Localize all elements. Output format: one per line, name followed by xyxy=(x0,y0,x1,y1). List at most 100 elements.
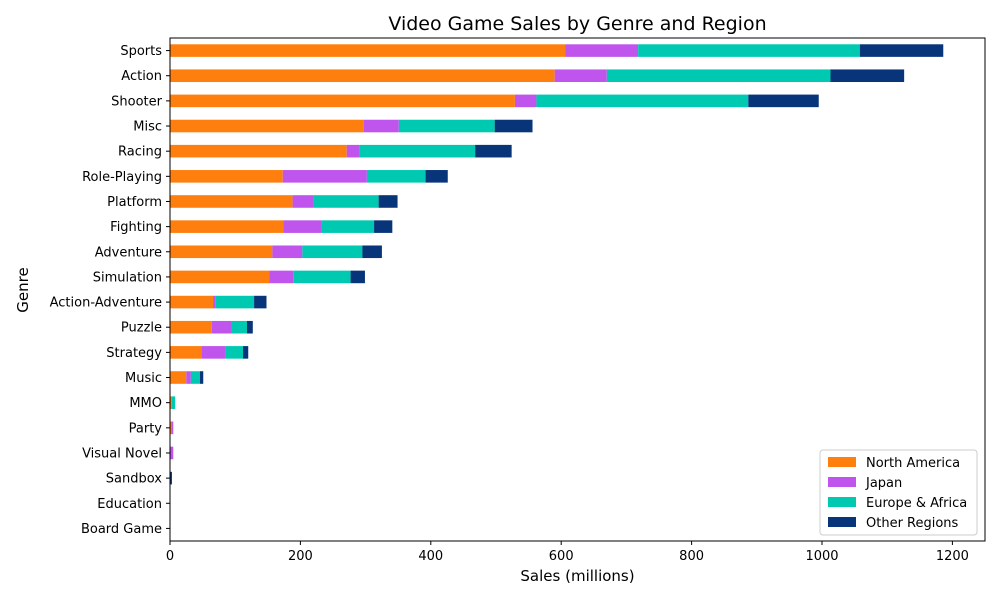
y-tick-label: Adventure xyxy=(95,245,162,260)
bar-racing-north-america xyxy=(170,144,347,158)
bar-simulation-europe-africa xyxy=(293,270,351,284)
y-tick-label: Action-Adventure xyxy=(50,296,162,311)
bar-role-playing-japan xyxy=(282,170,367,183)
x-tick-label: 400 xyxy=(418,549,443,564)
legend-swatch xyxy=(828,497,856,507)
bar-strategy-japan xyxy=(201,346,226,359)
bar-action-adventure-japan xyxy=(213,295,216,309)
y-tick-label: Visual Novel xyxy=(82,446,162,461)
bar-simulation-north-america xyxy=(170,270,270,284)
bar-action-other-regions xyxy=(830,69,905,83)
plot-area-frame xyxy=(169,37,986,542)
y-tick-label: Platform xyxy=(107,195,162,210)
legend-box xyxy=(819,449,978,536)
y-axis-ticks: Sports Action Shooter Misc Racing Role-Playin… xyxy=(50,44,170,537)
bar-shooter-europe-africa xyxy=(536,94,749,108)
bars-group xyxy=(170,44,944,485)
bar-strategy-other-regions xyxy=(243,346,249,359)
bar-puzzle-europe-africa xyxy=(231,320,247,334)
bar-platform-other-regions xyxy=(378,195,398,208)
bar-adventure-japan xyxy=(272,245,303,259)
bar-shooter-north-america xyxy=(170,94,515,108)
y-tick-label: Shooter xyxy=(111,94,162,109)
bar-simulation-japan xyxy=(269,270,294,284)
y-tick-label: Puzzle xyxy=(121,321,162,336)
x-tick-label: 600 xyxy=(549,549,574,564)
bar-role-playing-europe-africa xyxy=(366,170,426,183)
bar-misc-japan xyxy=(363,119,399,133)
y-tick-label: Action xyxy=(121,69,162,84)
y-tick-label: Role-Playing xyxy=(82,170,162,185)
legend-label: Japan xyxy=(865,476,902,491)
y-tick-label: Party xyxy=(129,421,163,436)
legend-label: North America xyxy=(866,456,960,471)
y-tick-label: Sports xyxy=(120,44,162,59)
x-tick-label: 800 xyxy=(679,549,704,564)
bar-fighting-other-regions xyxy=(374,220,393,233)
y-tick-label: Racing xyxy=(118,145,162,160)
bar-fighting-japan xyxy=(283,220,322,233)
bar-misc-other-regions xyxy=(494,119,533,133)
bar-action-adventure-north-america xyxy=(170,295,214,309)
bar-racing-europe-africa xyxy=(359,144,476,158)
bar-shooter-other-regions xyxy=(748,94,819,108)
bar-action-europe-africa xyxy=(606,69,831,83)
y-tick-label: Board Game xyxy=(81,522,162,537)
bar-sports-other-regions xyxy=(859,44,944,57)
x-tick-label: 1200 xyxy=(936,549,969,564)
legend-label: Europe & Africa xyxy=(866,496,967,511)
y-tick-label: Music xyxy=(125,371,162,386)
bar-shooter-japan xyxy=(514,94,537,108)
legend-swatch xyxy=(828,517,856,527)
bar-action-adventure-other-regions xyxy=(254,295,267,309)
y-tick-label: Education xyxy=(97,497,162,512)
bar-action-japan xyxy=(554,69,607,83)
bar-strategy-europe-africa xyxy=(225,346,244,359)
bar-strategy-north-america xyxy=(170,346,202,359)
bar-mmo-north-america xyxy=(170,396,172,409)
y-tick-label: Sandbox xyxy=(106,472,163,487)
y-tick-label: Simulation xyxy=(93,270,162,285)
bar-music-other-regions xyxy=(199,371,204,384)
y-tick-label: Fighting xyxy=(110,220,162,235)
y-tick-label: Strategy xyxy=(106,346,162,361)
bar-sports-europe-africa xyxy=(638,44,860,57)
bar-fighting-europe-africa xyxy=(321,220,375,233)
bar-role-playing-other-regions xyxy=(425,170,448,183)
bar-adventure-other-regions xyxy=(362,245,382,259)
bar-party-north-america xyxy=(170,421,172,435)
bar-racing-japan xyxy=(346,144,360,158)
bar-sandbox-other-regions xyxy=(170,471,172,485)
chart-title: Video Game Sales by Genre and Region xyxy=(388,13,766,35)
x-axis-ticks: 0 200 400 600 800 1000 1200 xyxy=(166,541,969,564)
legend-swatch xyxy=(828,477,856,487)
bar-fighting-north-america xyxy=(170,220,284,233)
bar-platform-europe-africa xyxy=(313,195,379,208)
bar-puzzle-other-regions xyxy=(246,320,253,334)
bar-role-playing-north-america xyxy=(170,170,283,183)
legend-label: Other Regions xyxy=(866,516,959,531)
bar-mmo-japan xyxy=(171,396,172,409)
bar-music-europe-africa xyxy=(190,371,200,384)
bar-sports-japan xyxy=(565,44,639,57)
bar-visual-novel-japan xyxy=(170,446,174,460)
bar-action-adventure-europe-africa xyxy=(215,295,255,309)
bar-platform-japan xyxy=(292,195,314,208)
bar-sports-north-america xyxy=(170,44,566,57)
x-tick-label: 1000 xyxy=(805,549,838,564)
bar-action-north-america xyxy=(170,69,555,83)
x-tick-label: 200 xyxy=(288,549,313,564)
bar-misc-europe-africa xyxy=(398,119,495,133)
legend: North America Japan Europe & Africa Other R… xyxy=(819,449,978,536)
bar-adventure-north-america xyxy=(170,245,273,259)
legend-swatch xyxy=(828,457,856,467)
bar-puzzle-north-america xyxy=(170,320,212,334)
x-tick-label: 0 xyxy=(166,549,174,564)
bar-puzzle-japan xyxy=(211,320,232,334)
y-tick-label: Misc xyxy=(133,120,162,135)
y-axis-label: Genre xyxy=(14,267,32,312)
bar-music-north-america xyxy=(170,371,187,384)
bar-mmo-europe-africa xyxy=(171,396,176,409)
bar-simulation-other-regions xyxy=(350,270,365,284)
